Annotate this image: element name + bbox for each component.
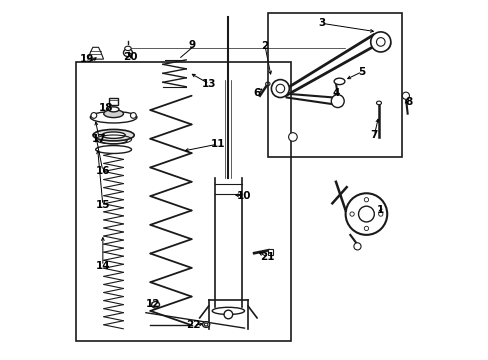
Text: 5: 5 xyxy=(358,67,365,77)
Text: 13: 13 xyxy=(202,79,216,89)
Text: 18: 18 xyxy=(99,103,113,113)
Ellipse shape xyxy=(100,137,127,144)
Text: 15: 15 xyxy=(95,200,110,210)
Text: 7: 7 xyxy=(370,130,377,140)
Circle shape xyxy=(402,92,408,99)
Text: 19: 19 xyxy=(80,54,94,64)
Circle shape xyxy=(378,212,382,216)
Ellipse shape xyxy=(96,145,131,153)
Text: 9: 9 xyxy=(188,40,196,50)
Circle shape xyxy=(364,226,368,230)
Ellipse shape xyxy=(102,132,125,138)
Text: 20: 20 xyxy=(123,52,138,62)
Circle shape xyxy=(91,113,97,118)
Ellipse shape xyxy=(204,323,207,326)
Circle shape xyxy=(376,38,384,46)
Ellipse shape xyxy=(124,46,131,50)
Text: 2: 2 xyxy=(261,41,268,50)
Text: 12: 12 xyxy=(145,299,160,309)
Text: 4: 4 xyxy=(331,88,339,98)
Text: 16: 16 xyxy=(95,166,110,176)
Circle shape xyxy=(130,113,136,118)
Ellipse shape xyxy=(93,130,134,141)
Ellipse shape xyxy=(103,110,123,118)
Circle shape xyxy=(353,243,360,250)
Circle shape xyxy=(224,310,232,319)
Circle shape xyxy=(288,133,297,141)
Circle shape xyxy=(358,206,373,222)
Text: 14: 14 xyxy=(95,261,110,271)
Text: 3: 3 xyxy=(317,18,325,28)
Polygon shape xyxy=(88,47,103,59)
Circle shape xyxy=(370,32,390,52)
Bar xyxy=(76,62,290,341)
Text: 8: 8 xyxy=(404,97,411,107)
Ellipse shape xyxy=(102,132,125,138)
Ellipse shape xyxy=(108,107,119,112)
Circle shape xyxy=(271,80,289,98)
Ellipse shape xyxy=(123,49,132,57)
Bar xyxy=(109,98,118,105)
Text: 22: 22 xyxy=(186,320,201,330)
Bar xyxy=(267,13,402,157)
Circle shape xyxy=(349,212,353,216)
Circle shape xyxy=(276,84,284,93)
Text: 6: 6 xyxy=(253,88,260,98)
Text: 21: 21 xyxy=(260,252,274,262)
Ellipse shape xyxy=(212,307,244,315)
Ellipse shape xyxy=(376,101,381,105)
Circle shape xyxy=(345,193,386,235)
Ellipse shape xyxy=(333,78,344,85)
Ellipse shape xyxy=(151,302,159,308)
Ellipse shape xyxy=(265,82,269,86)
Circle shape xyxy=(377,37,390,50)
Text: 17: 17 xyxy=(92,134,106,144)
Circle shape xyxy=(330,95,344,108)
Text: 1: 1 xyxy=(376,206,383,216)
Text: 11: 11 xyxy=(210,139,224,149)
Text: 10: 10 xyxy=(236,191,250,201)
Ellipse shape xyxy=(202,321,209,327)
Circle shape xyxy=(364,198,368,202)
Bar xyxy=(267,249,272,255)
Ellipse shape xyxy=(90,112,137,123)
